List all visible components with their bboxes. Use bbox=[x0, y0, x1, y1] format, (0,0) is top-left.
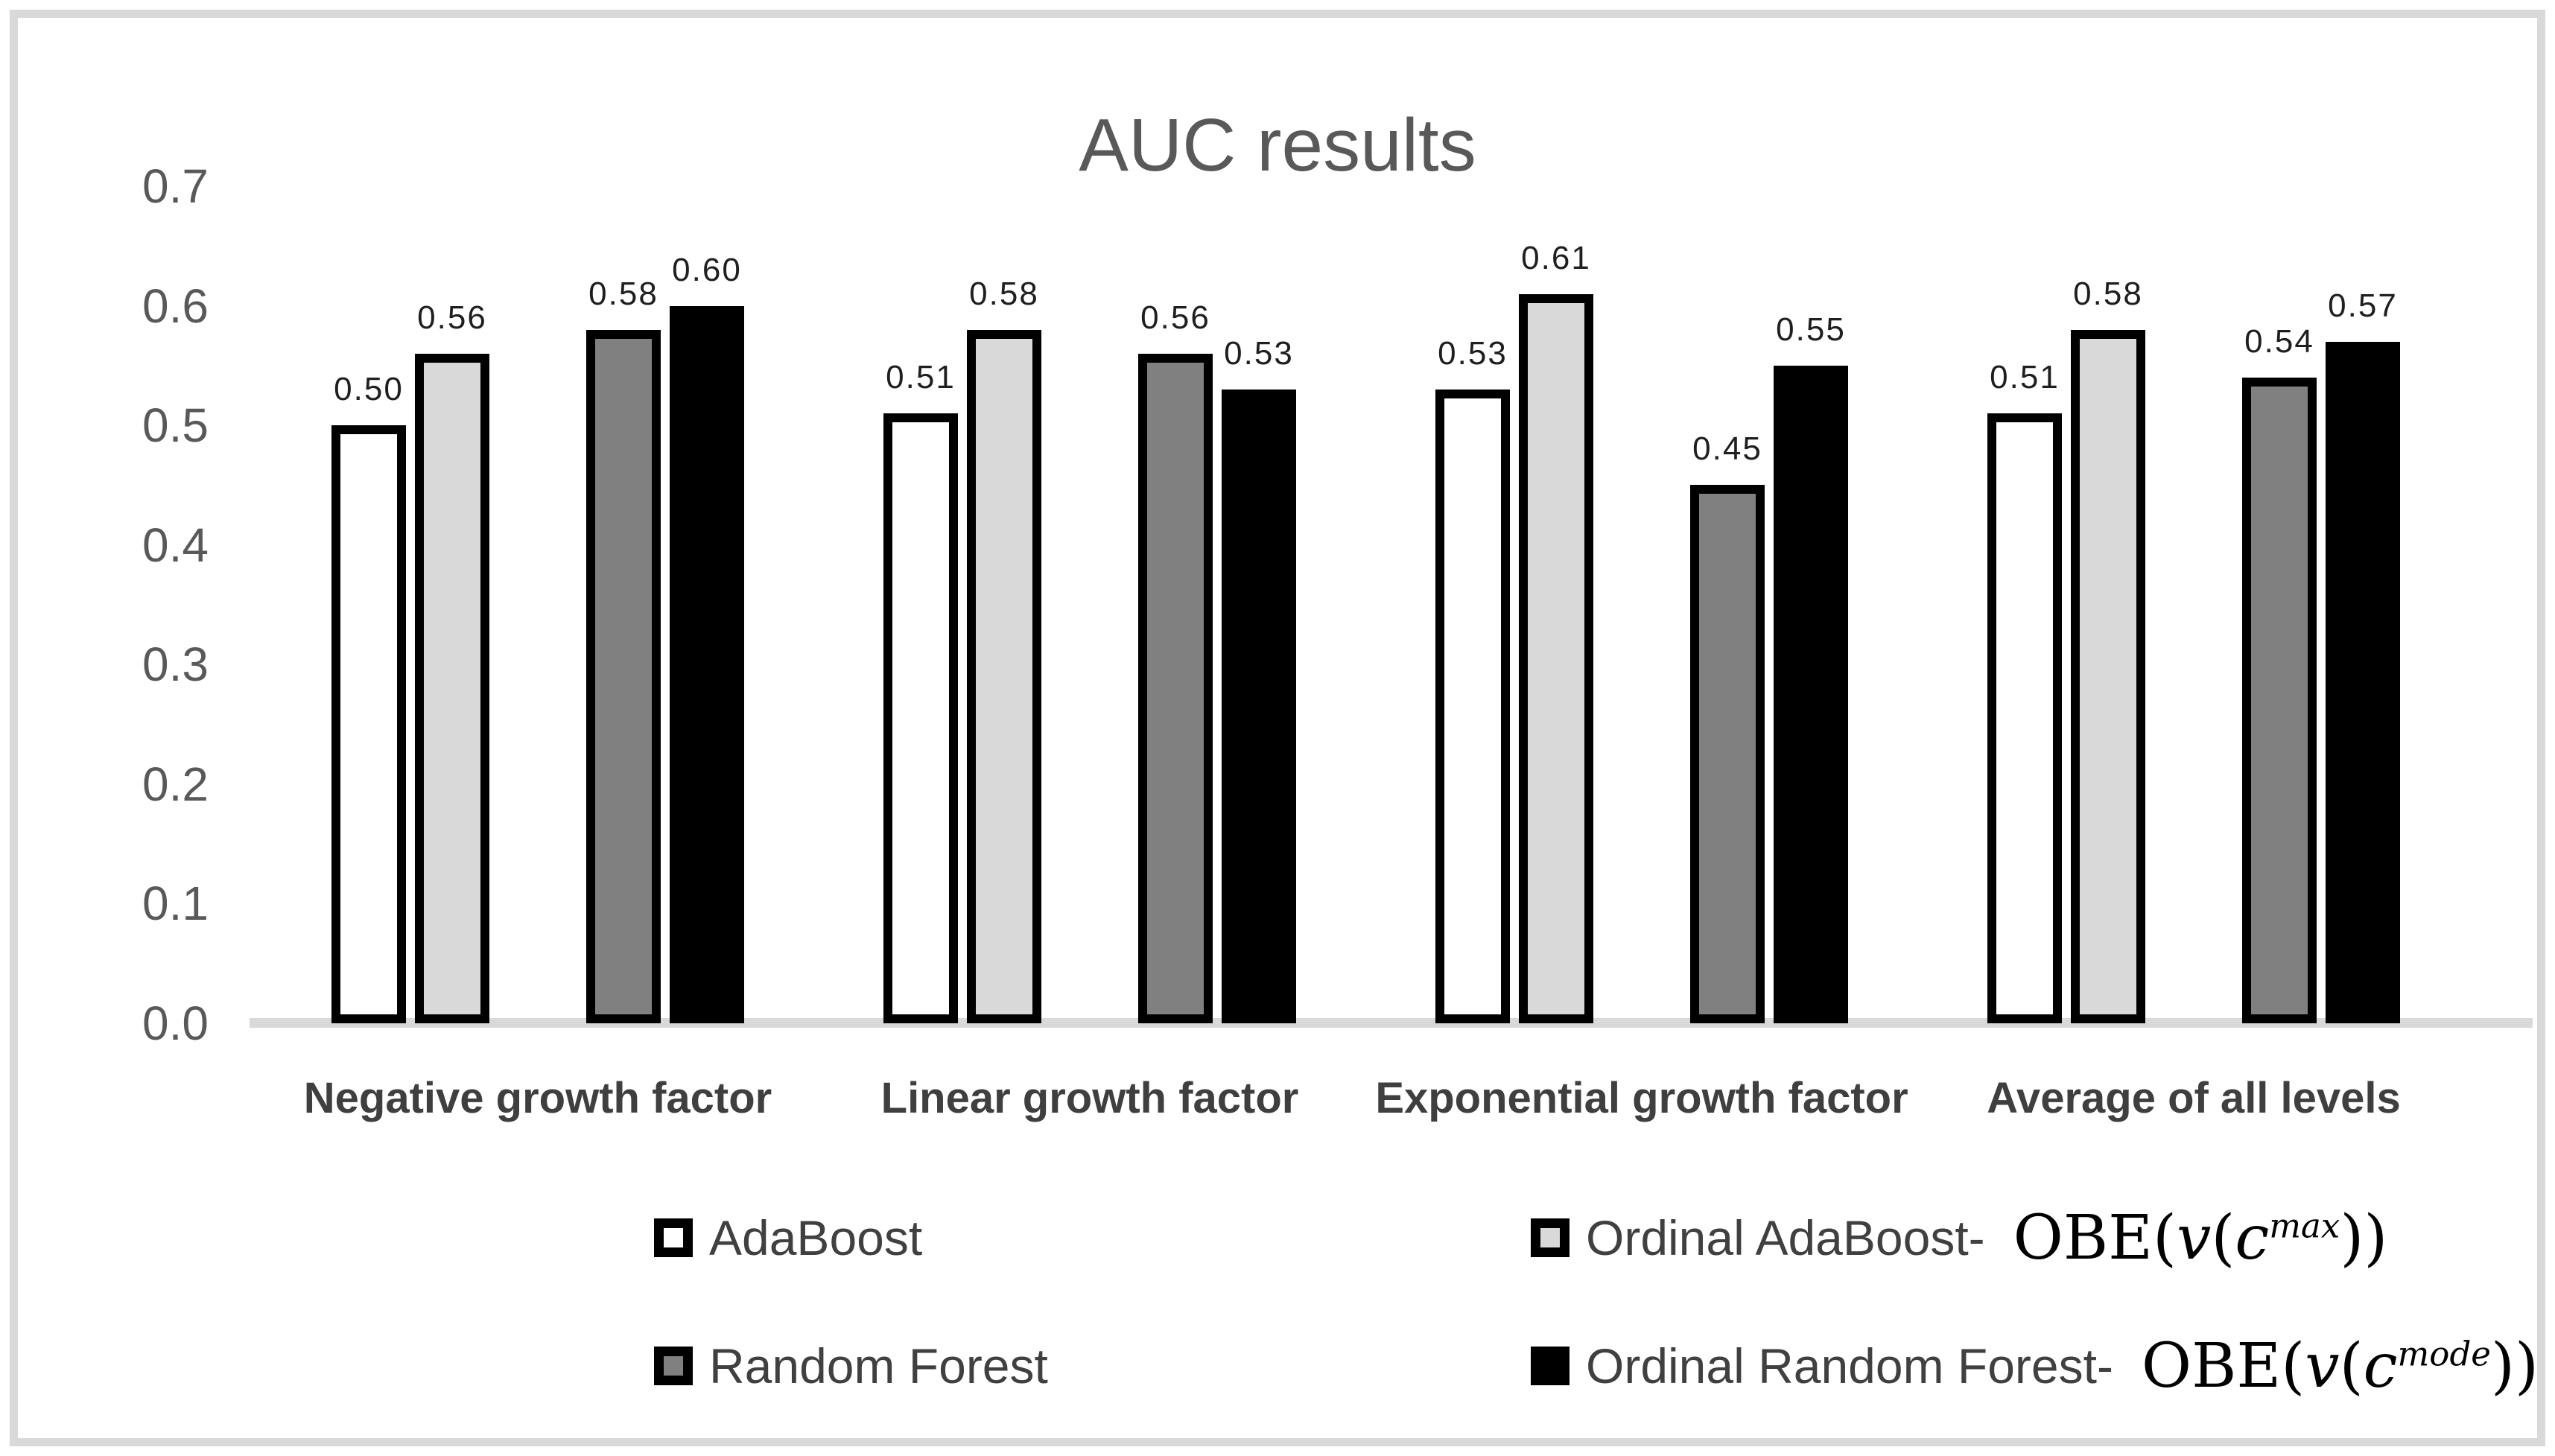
bar-s3-c3 bbox=[2326, 342, 2400, 1023]
legend-label-adaboost: AdaBoost bbox=[709, 1210, 923, 1265]
value-label-s3-c2: 0.55 bbox=[1776, 311, 1846, 348]
value-label-s0-c1: 0.51 bbox=[886, 359, 956, 395]
value-label-s3-c1: 0.53 bbox=[1224, 335, 1294, 372]
bar-s1-c3 bbox=[2071, 330, 2145, 1023]
category-label-0: Negative growth factor bbox=[303, 1074, 772, 1122]
legend-swatch-random-forest bbox=[654, 1347, 693, 1385]
y-tick-0.2: 0.2 bbox=[142, 757, 209, 811]
y-tick-0.6: 0.6 bbox=[142, 279, 209, 333]
chart-frame bbox=[10, 10, 2545, 1446]
value-label-s2-c0: 0.58 bbox=[588, 276, 658, 312]
value-label-s2-c3: 0.54 bbox=[2244, 323, 2314, 360]
value-label-s3-c0: 0.60 bbox=[672, 252, 742, 288]
legend-label-ordinal-random-forest: Ordinal Random Forest- bbox=[1586, 1338, 2113, 1393]
value-label-s2-c1: 0.56 bbox=[1140, 299, 1210, 336]
bar-s3-c2 bbox=[1774, 366, 1848, 1023]
legend-swatch-adaboost bbox=[654, 1218, 693, 1257]
value-label-s2-c2: 0.45 bbox=[1692, 430, 1762, 467]
y-tick-0.0: 0.0 bbox=[142, 996, 209, 1050]
category-label-3: Average of all levels bbox=[1987, 1074, 2401, 1122]
y-tick-0.4: 0.4 bbox=[142, 518, 209, 572]
y-tick-0.7: 0.7 bbox=[142, 159, 209, 213]
legend-swatch-ordinal-adaboost bbox=[1531, 1218, 1570, 1257]
y-tick-0.5: 0.5 bbox=[142, 398, 209, 452]
legend-item-ordinal-random-forest: Ordinal Random Forest- OBE(v(cmode)) bbox=[1531, 1331, 2539, 1402]
value-label-s3-c3: 0.57 bbox=[2328, 287, 2398, 324]
bar-s2-c3 bbox=[2242, 378, 2317, 1023]
category-label-2: Exponential growth factor bbox=[1375, 1074, 1908, 1122]
value-label-s0-c3: 0.51 bbox=[1990, 359, 2060, 395]
y-tick-0.1: 0.1 bbox=[142, 877, 209, 930]
bar-s2-c2 bbox=[1690, 485, 1765, 1023]
value-label-s1-c1: 0.58 bbox=[969, 276, 1039, 312]
bar-s3-c0 bbox=[670, 306, 744, 1023]
category-label-1: Linear growth factor bbox=[880, 1074, 1299, 1122]
legend-formula-obe-max: OBE(v(cmax)) bbox=[2013, 1202, 2388, 1274]
bar-s0-c2 bbox=[1435, 390, 1510, 1023]
bar-s1-c2 bbox=[1519, 294, 1593, 1023]
value-label-s1-c3: 0.58 bbox=[2073, 276, 2143, 312]
chart-title: AUC results bbox=[1079, 104, 1476, 187]
value-label-s0-c0: 0.50 bbox=[334, 371, 404, 407]
value-label-s0-c2: 0.53 bbox=[1438, 335, 1508, 372]
bar-s0-c1 bbox=[883, 413, 958, 1023]
bar-s2-c0 bbox=[586, 330, 661, 1023]
legend-label-random-forest: Random Forest bbox=[709, 1338, 1048, 1393]
legend-label-ordinal-adaboost: Ordinal AdaBoost- bbox=[1586, 1210, 1985, 1265]
legend-item-adaboost: AdaBoost bbox=[654, 1207, 922, 1269]
legend-swatch-ordinal-random-forest bbox=[1531, 1347, 1570, 1385]
bar-s1-c1 bbox=[967, 330, 1041, 1023]
legend-item-ordinal-adaboost: Ordinal AdaBoost- OBE(v(cmax)) bbox=[1531, 1203, 2387, 1274]
value-label-s1-c2: 0.61 bbox=[1521, 240, 1591, 276]
bar-s0-c0 bbox=[331, 425, 406, 1023]
bar-s0-c3 bbox=[1987, 413, 2062, 1023]
legend-formula-obe-mode: OBE(v(cmode)) bbox=[2141, 1330, 2539, 1402]
x-axis-line bbox=[250, 1018, 2533, 1028]
bar-s2-c1 bbox=[1138, 354, 1213, 1023]
value-label-s1-c0: 0.56 bbox=[417, 299, 487, 336]
legend-item-random-forest: Random Forest bbox=[654, 1335, 1048, 1397]
y-tick-0.3: 0.3 bbox=[142, 638, 209, 691]
bar-s3-c1 bbox=[1222, 390, 1296, 1023]
bar-s1-c0 bbox=[415, 354, 489, 1023]
